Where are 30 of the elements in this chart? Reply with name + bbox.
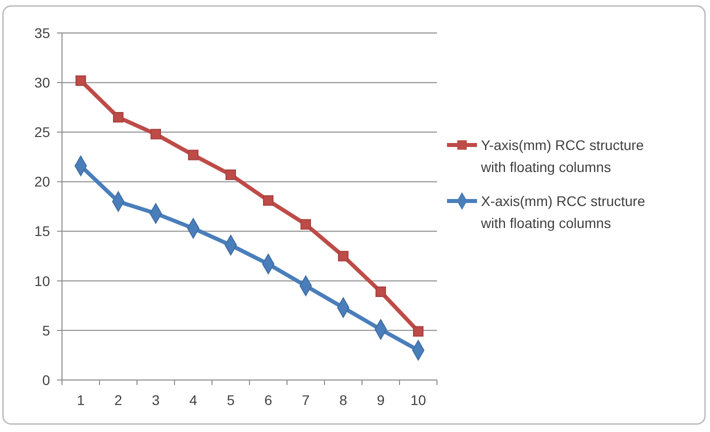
point	[300, 219, 311, 230]
x-tick-label: 4	[189, 392, 198, 408]
y-tick-label: 15	[34, 223, 50, 240]
y-tick-label: 0	[42, 372, 50, 388]
legend-label: Y-axis(mm) RCC structure with floating columns	[480, 136, 644, 175]
y-tick-label: 10	[34, 272, 50, 289]
x-tick-label: 6	[264, 392, 272, 408]
point	[188, 150, 198, 160]
legend-label: X-axis(mm) RCC structure with floating columns	[480, 192, 646, 231]
x-tick-label: 1	[76, 392, 85, 408]
point	[226, 170, 236, 180]
x-tick-label: 8	[339, 392, 348, 408]
y-tick-label: 35	[34, 24, 50, 41]
point	[413, 326, 424, 337]
x-tick-label: 7	[302, 392, 310, 408]
point	[263, 195, 274, 206]
point	[150, 128, 161, 140]
point	[76, 75, 86, 86]
y-tick-label: 20	[34, 174, 50, 190]
y-tick-label: 25	[34, 124, 50, 140]
x-tick-label: 10	[410, 392, 426, 408]
x-tick-label: 2	[114, 392, 122, 408]
x-tick-label: 9	[376, 392, 385, 408]
x-tick-label: 5	[226, 392, 235, 408]
point	[338, 250, 348, 262]
x-tick-label: 3	[152, 392, 160, 408]
y-tick-label: 30	[34, 74, 50, 90]
y-tick-label: 5	[42, 322, 50, 338]
point	[113, 112, 124, 123]
point	[376, 286, 386, 298]
